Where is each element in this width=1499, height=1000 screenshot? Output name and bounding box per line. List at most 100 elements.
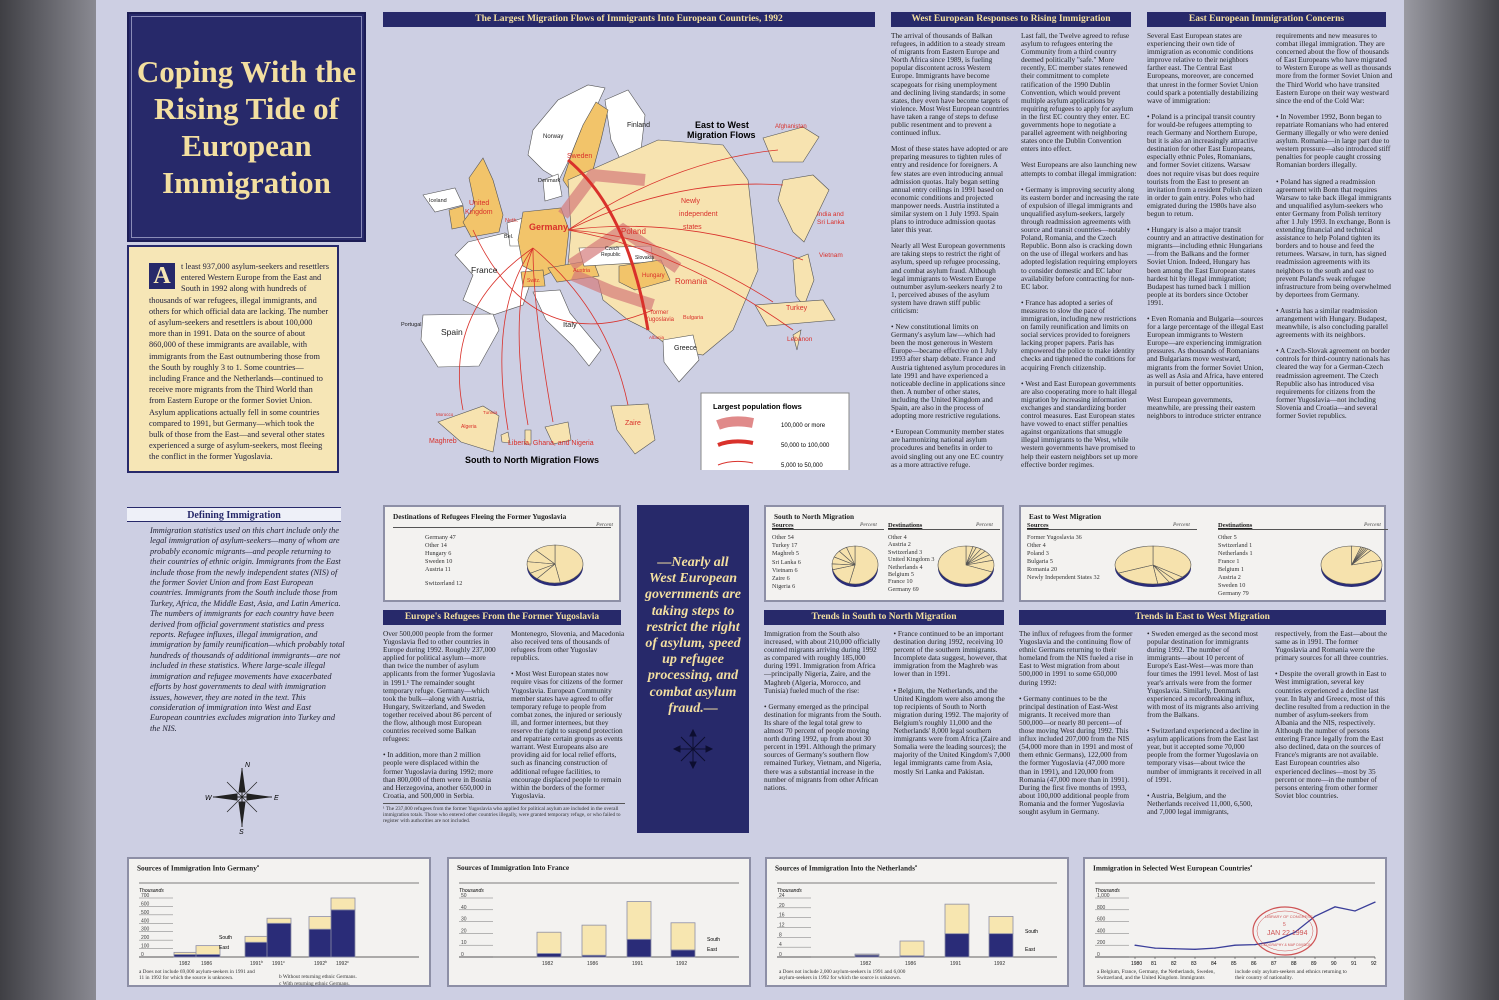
- x-tick-label: 1986: [905, 961, 916, 967]
- y-tick-label: 12: [779, 923, 785, 929]
- country-maghreb: [437, 405, 500, 453]
- map-label-maghreb: Maghreb: [429, 438, 457, 445]
- pie-label: Other 14: [425, 542, 447, 549]
- pie-slice: [848, 545, 879, 585]
- legend-item: 5,000 to 50,000: [781, 463, 823, 469]
- pie-sources: [1114, 545, 1192, 587]
- map-label-uk2: Kingdom: [465, 209, 493, 216]
- country-india: [777, 174, 830, 243]
- y-tick-label: 4: [779, 942, 782, 948]
- flow-arrow-large: [570, 269, 655, 311]
- pie-label: Belgium 5: [888, 571, 914, 578]
- x-tick-label: 83: [1191, 961, 1197, 967]
- pie-slice: [937, 545, 993, 585]
- pie-label: Germany 79: [1218, 590, 1249, 597]
- trends-east-west-title: Trends in East to West Migration: [1019, 610, 1386, 625]
- paragraph: • Most West European states now require …: [511, 669, 623, 800]
- line-point: [1154, 947, 1156, 949]
- x-tick-label: 89: [1311, 961, 1317, 967]
- chart-footnote: a Belgium, France, Germany, the Netherla…: [1097, 969, 1215, 981]
- y-tick-label: 10: [461, 940, 467, 946]
- pie-label: Nigeria 6: [772, 583, 795, 590]
- pie-label-value: 6: [794, 566, 798, 574]
- pie-slice: [1118, 564, 1159, 585]
- flow-line-small: [532, 247, 554, 423]
- country-lebanon: [792, 329, 802, 351]
- pie-label: Other 5: [1218, 534, 1237, 541]
- flow-arrow-medium: [567, 158, 650, 331]
- x-tick-text: 1992: [676, 961, 687, 967]
- pie-label: Switzerland 3: [888, 549, 922, 556]
- line-point: [1274, 940, 1276, 942]
- country-denmark: [542, 173, 563, 202]
- flow-line-small: [501, 247, 534, 431]
- chart-title: Sources of Immigration Into Germanya: [129, 859, 429, 872]
- x-tick-label: 1991c: [272, 960, 285, 967]
- legend-arrow-icon: [717, 460, 754, 466]
- country-italy: [532, 289, 602, 367]
- legend-arrow-icon: [716, 416, 754, 430]
- pie-label-value: 3: [919, 548, 923, 556]
- pie-label-value: 17: [791, 542, 798, 550]
- x-tick-label: 1991: [632, 961, 643, 967]
- country-hungary: [618, 259, 671, 291]
- bar-east: [944, 933, 970, 958]
- pie-label-value: 4: [1042, 542, 1046, 549]
- chart-title: Sources of Immigration Into the Netherla…: [767, 859, 1067, 872]
- paragraph: Most of these states have adopted or are…: [891, 144, 1008, 235]
- pie-label-name: Switzerland: [425, 580, 455, 587]
- trends-south-north-text: Immigration from the South also increase…: [764, 629, 1011, 830]
- bar-south: [581, 924, 607, 956]
- map-label-germany: Germany: [529, 222, 568, 232]
- bar-east: [308, 928, 334, 958]
- x-tick-label: 1982: [179, 961, 190, 967]
- x-tick-label: 81: [1151, 961, 1157, 967]
- map-label-vietnam: Vietnam: [819, 252, 843, 259]
- y-tick-label: 0: [1097, 952, 1100, 958]
- pie-label-name: France: [1218, 558, 1235, 565]
- country-ghana: [524, 429, 532, 445]
- map-label-austria: Austria: [573, 268, 591, 274]
- line-point: [1354, 910, 1356, 912]
- y-tick-label: 400: [141, 918, 150, 924]
- pie-label-value: 6: [797, 558, 801, 566]
- pie-label-name: Maghreb: [772, 550, 795, 558]
- paragraph: • In November 1992, Bonn began to repatr…: [1276, 111, 1391, 170]
- pie-label: Netherlands 1: [1218, 550, 1253, 557]
- pie-label-value: 10: [1239, 582, 1246, 589]
- title-footnote-mark: a: [256, 863, 259, 868]
- map-label-greece: Greece: [674, 345, 697, 352]
- pie-label: Germany 47: [425, 534, 456, 541]
- pie-label-value: 10: [906, 578, 913, 586]
- pie-label-value: 5: [910, 571, 914, 578]
- pie-label-name: Austria: [888, 541, 907, 549]
- legend-south: South: [1025, 929, 1038, 935]
- pie-label-name: Switzerland: [1218, 542, 1248, 549]
- country-greece: [662, 334, 700, 383]
- pie-label-value: 79: [1242, 590, 1249, 597]
- stamp-text: GEOGRAPHY & MAP DIVISION: [1261, 943, 1312, 947]
- x-tick-text: 1982: [179, 961, 190, 967]
- chart-footnote: include only asylum-seekers and ethnics …: [1235, 969, 1347, 981]
- pie-label: Switzerland 1: [1218, 542, 1252, 549]
- map-label-iceland: Iceland: [429, 198, 447, 204]
- pie-label: Maghreb 5: [772, 550, 799, 557]
- pie-label-name: Poland: [1027, 550, 1045, 557]
- map-label-nis2: independent: [679, 211, 718, 218]
- pie-label-name: Switzerland: [888, 548, 918, 556]
- chart-west-europe-line: Immigration in Selected West European Co…: [1083, 857, 1387, 987]
- map-label-france: France: [471, 265, 498, 275]
- paragraph: Montenegro, Slovenia, and Macedonia also…: [511, 629, 625, 663]
- pie-label-name: Turkey: [772, 542, 790, 550]
- pie-label-value: 3: [1045, 550, 1049, 557]
- pie-label: Hungary 6: [425, 550, 451, 557]
- pie-slice: [846, 545, 856, 566]
- paragraph: • European Community member states are h…: [891, 427, 1004, 469]
- bar-south: [308, 916, 334, 930]
- pie-label-name: Austria: [425, 566, 444, 573]
- country-ireland: [448, 205, 467, 230]
- y-tick-label: 24: [779, 893, 785, 899]
- title-footnote-mark: a: [914, 863, 917, 868]
- pie-label: Austria 2: [1218, 574, 1241, 581]
- chart-footnote: b Without returning ethnic Germans.: [279, 974, 357, 980]
